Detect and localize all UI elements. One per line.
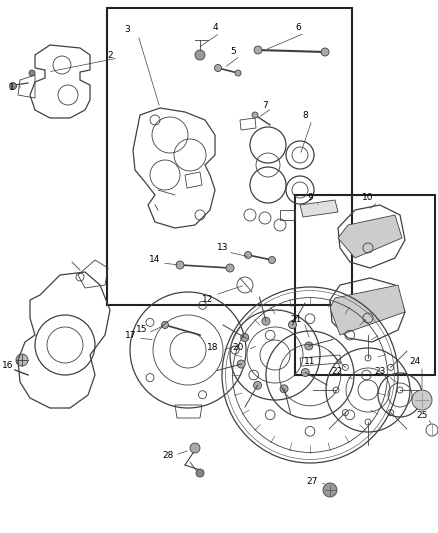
Text: 25: 25 (416, 410, 427, 419)
Polygon shape (338, 215, 402, 258)
Text: 23: 23 (374, 367, 386, 376)
Text: 17: 17 (125, 330, 137, 340)
Text: 28: 28 (162, 450, 174, 459)
Circle shape (215, 64, 222, 71)
Text: 11: 11 (304, 358, 316, 367)
Circle shape (244, 252, 251, 259)
Text: 8: 8 (302, 110, 308, 119)
Circle shape (16, 354, 28, 366)
Circle shape (268, 256, 276, 263)
Circle shape (305, 342, 313, 350)
Text: 14: 14 (149, 255, 161, 264)
Circle shape (252, 112, 258, 118)
Circle shape (254, 46, 262, 54)
Text: 13: 13 (217, 244, 229, 253)
Text: 9: 9 (307, 193, 313, 203)
Polygon shape (330, 285, 405, 335)
Circle shape (195, 50, 205, 60)
Text: 5: 5 (230, 47, 236, 56)
Circle shape (301, 368, 309, 376)
Text: 21: 21 (290, 316, 302, 325)
Circle shape (280, 385, 288, 393)
Circle shape (321, 48, 329, 56)
Circle shape (10, 83, 17, 90)
Text: 22: 22 (332, 367, 343, 376)
Circle shape (241, 334, 249, 342)
Text: 10: 10 (362, 193, 374, 203)
Circle shape (196, 469, 204, 477)
Circle shape (289, 321, 297, 329)
Text: 4: 4 (212, 23, 218, 33)
Circle shape (176, 261, 184, 269)
Text: 7: 7 (262, 101, 268, 109)
Circle shape (190, 443, 200, 453)
Text: 6: 6 (295, 23, 301, 33)
Text: 20: 20 (232, 343, 244, 352)
Circle shape (162, 321, 169, 328)
Text: 15: 15 (136, 326, 148, 335)
Circle shape (235, 70, 241, 76)
Text: 12: 12 (202, 295, 214, 304)
Text: 2: 2 (107, 51, 113, 60)
Text: 18: 18 (207, 343, 219, 352)
Circle shape (254, 381, 261, 389)
Polygon shape (300, 200, 338, 217)
Circle shape (226, 264, 234, 272)
Circle shape (323, 483, 337, 497)
Circle shape (262, 317, 270, 325)
Text: 27: 27 (306, 478, 318, 487)
Text: 1: 1 (9, 84, 15, 93)
Circle shape (29, 70, 35, 76)
Circle shape (237, 360, 245, 368)
Text: 16: 16 (2, 360, 14, 369)
Text: 24: 24 (410, 358, 420, 367)
Circle shape (412, 390, 432, 410)
Text: 3: 3 (124, 26, 130, 35)
